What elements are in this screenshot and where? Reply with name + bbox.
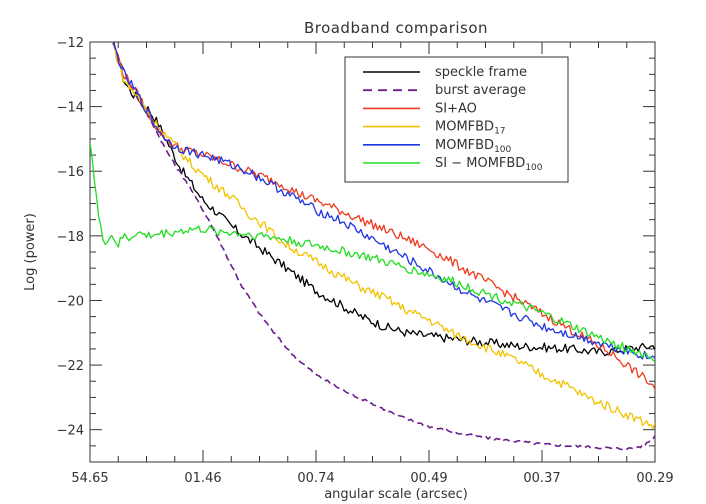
legend: speckle frame burst average SI+AO MOMFBD17M… [344,56,569,183]
y-axis-label: Log (power) [23,213,38,291]
chart-title: Broadband comparison [304,19,488,37]
legend-label: burst average [435,83,526,98]
legend-label-subscript: 100 [525,163,542,173]
x-tick-label: 00.37 [523,471,560,486]
x-tick-label: 54.65 [71,471,108,486]
axis-ticks: −24 −22 −20 −18 −16 −14 −12 54.65 01.46 00.74 00.4… [57,36,674,486]
legend-label-main: MOMFBD [435,138,494,153]
legend-label: speckle frame [435,65,527,80]
legend-label: SI+AO [435,101,477,116]
legend-label: MOMFBD100 [435,138,512,155]
series-line [112,42,655,357]
x-tick-label: 01.46 [184,471,221,486]
x-axis-label: angular scale (arcsec) [324,487,468,502]
x-tick-label: 00.49 [410,471,447,486]
legend-label: SI − MOMFBD100 [435,156,543,173]
series-line [111,42,655,451]
y-tick-label: −24 [57,424,84,439]
y-tick-label: −22 [57,359,84,374]
legend-label-subscript: 17 [494,127,505,137]
series-line [90,142,655,363]
series-line [112,42,655,360]
y-tick-label: −20 [57,294,84,309]
y-tick-label: −18 [57,230,84,245]
y-tick-label: −16 [57,165,84,180]
legend-label-main: burst average [435,83,526,98]
x-tick-label: 00.74 [297,471,334,486]
series-line [112,42,655,430]
series-line [112,42,655,390]
x-tick-label: 00.29 [636,471,673,486]
legend-label-main: SI − MOMFBD [435,156,525,171]
legend-label-main: speckle frame [435,65,527,80]
legend-label: MOMFBD17 [435,120,506,137]
legend-box [344,56,569,183]
series-layer [90,42,655,451]
y-tick-label: −14 [57,101,84,116]
y-tick-label: −12 [57,36,84,51]
legend-label-subscript: 100 [494,145,511,155]
legend-label-main: MOMFBD [435,120,494,135]
legend-label-main: SI+AO [435,101,477,116]
